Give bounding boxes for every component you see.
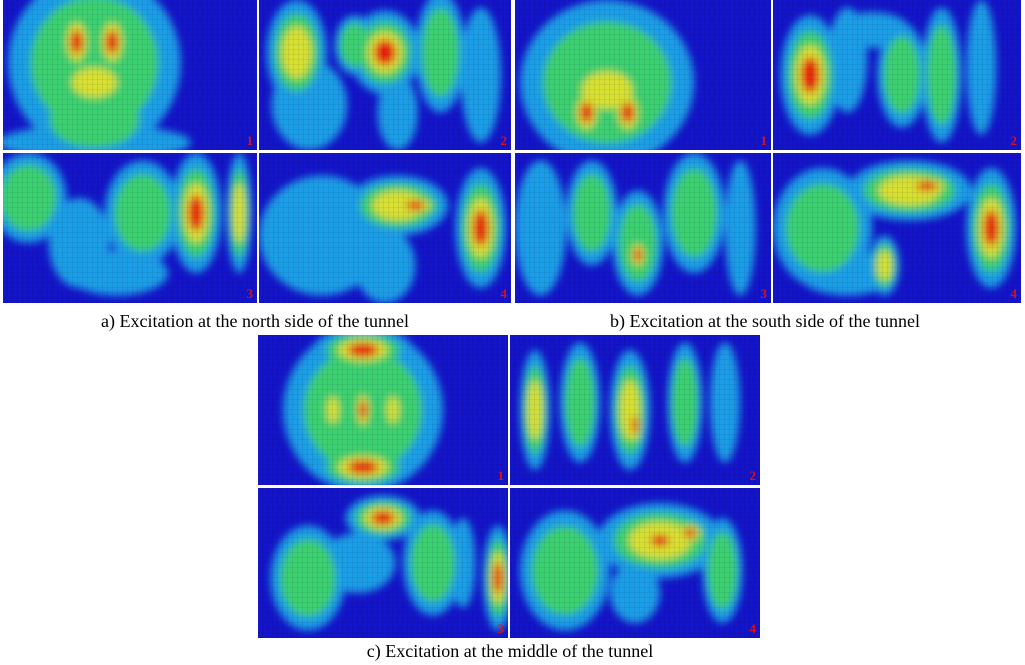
panel-label: 2 [750,468,757,484]
caption: b) Excitation at the south side of the t… [610,311,920,332]
contour-image [515,0,771,150]
panel-label: 3 [498,621,505,637]
contour-image [258,488,508,638]
panel-label: 4 [750,621,757,637]
contour-plot: 3 [258,488,508,638]
contour-plot: 4 [510,488,760,638]
contour-plot: 3 [3,153,257,303]
contour-image [773,0,1021,150]
contour-plot: 4 [259,153,511,303]
contour-plot: 2 [259,0,511,150]
contour-image [510,335,760,485]
contour-plot: 1 [3,0,257,150]
contour-image [773,153,1021,303]
contour-image [515,153,771,303]
panel-label: 4 [501,286,508,302]
contour-plot: 3 [515,153,771,303]
contour-plot: 2 [773,0,1021,150]
contour-plot: 2 [510,335,760,485]
caption: a) Excitation at the north side of the t… [101,311,409,332]
contour-image [3,0,257,150]
panel-label: 3 [761,286,768,302]
panel-label: 2 [1011,133,1018,149]
panel-label: 2 [501,133,508,149]
contour-image [258,335,508,485]
contour-image [3,153,257,303]
panel-label: 1 [761,133,768,149]
contour-image [259,0,511,150]
panel-label: 1 [247,133,254,149]
contour-image [510,488,760,638]
panel-label: 3 [247,286,254,302]
contour-plot: 1 [258,335,508,485]
caption: c) Excitation at the middle of the tunne… [367,641,653,662]
contour-image [259,153,511,303]
panel-label: 4 [1011,286,1018,302]
contour-plot: 1 [515,0,771,150]
panel-label: 1 [498,468,505,484]
page: 1 2 3 4 a) Excitation at the north side o… [0,0,1025,665]
contour-plot: 4 [773,153,1021,303]
